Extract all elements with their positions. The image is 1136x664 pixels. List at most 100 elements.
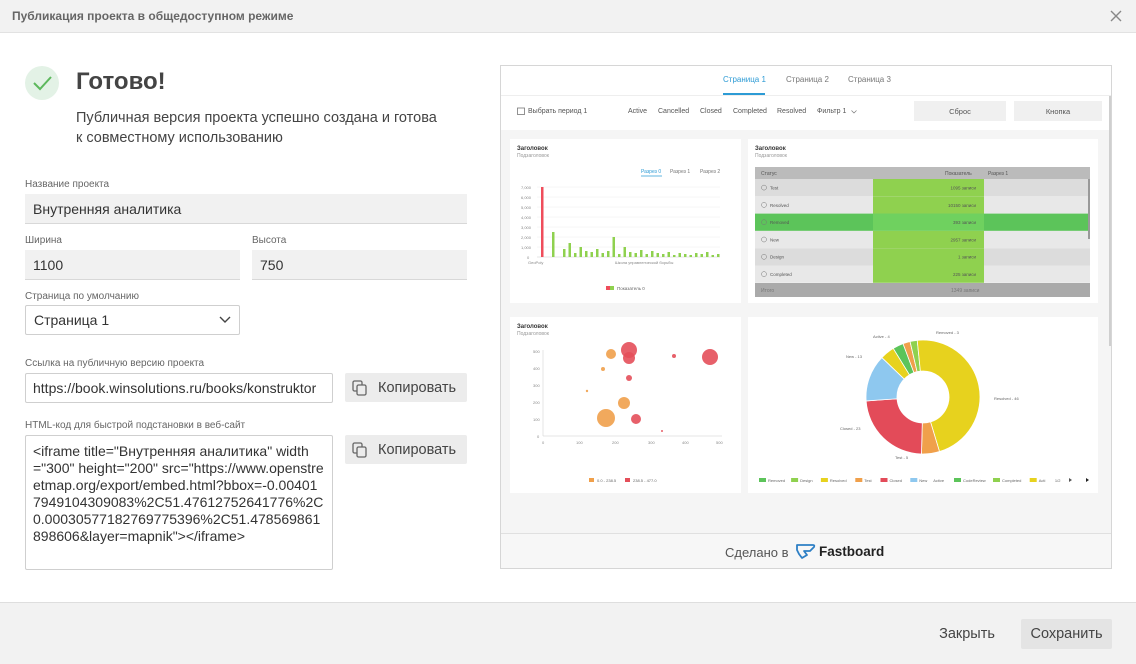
donut-legend-item: Acti bbox=[1039, 478, 1046, 483]
preview-button[interactable]: Кнопка bbox=[1014, 101, 1102, 121]
preview-reset-button[interactable]: Сброс bbox=[914, 101, 1006, 121]
legend-swatch bbox=[625, 478, 630, 482]
bubble-chart-card: Заголовок Подзаголовок 500 400 300 200 1… bbox=[510, 317, 741, 493]
width-label: Ширина bbox=[25, 235, 62, 246]
bar bbox=[689, 255, 692, 257]
table-card: Заголовок Подзаголовок Статус Показатель… bbox=[748, 139, 1098, 303]
bubble bbox=[601, 367, 605, 371]
calendar-icon bbox=[517, 107, 525, 115]
bubble bbox=[626, 375, 632, 381]
default-page-select[interactable]: Страница 1 bbox=[25, 305, 240, 335]
bubble bbox=[618, 397, 630, 409]
preview-tab-1[interactable]: Страница 1 bbox=[723, 75, 766, 84]
y-tick: 500 bbox=[533, 349, 540, 354]
bar bbox=[651, 251, 654, 257]
donut-legend-item: Closed bbox=[890, 478, 902, 483]
y-tick: 2,000 bbox=[521, 235, 532, 240]
save-button[interactable]: Сохранить bbox=[1021, 619, 1112, 649]
bar bbox=[706, 252, 709, 257]
project-name-field[interactable]: Внутренняя аналитика bbox=[25, 194, 467, 224]
filter-cancelled[interactable]: Cancelled bbox=[658, 108, 690, 115]
copy-icon bbox=[352, 441, 367, 458]
table-cell: 2957 записи bbox=[950, 237, 976, 242]
public-link-field[interactable]: https://book.winsolutions.ru/books/konst… bbox=[25, 373, 333, 403]
card-title: Заголовок bbox=[517, 146, 548, 152]
y-tick: 5,000 bbox=[521, 205, 532, 210]
bar bbox=[590, 252, 593, 257]
bar bbox=[563, 249, 566, 257]
card-subtitle: Подзаголовок bbox=[517, 153, 549, 159]
y-tick: 200 bbox=[533, 400, 540, 405]
bubble bbox=[606, 349, 616, 359]
table-total-value: 1349 записи bbox=[951, 288, 980, 294]
legend-swatch bbox=[606, 286, 610, 290]
donut-legend-item: New bbox=[919, 478, 927, 483]
copy-link-button[interactable]: Копировать bbox=[345, 373, 467, 402]
donut-legend-item: Resolved bbox=[830, 478, 847, 483]
html-code-textarea[interactable]: <iframe title="Внутренняя аналитика" wid… bbox=[25, 435, 333, 570]
preview-tab-2[interactable]: Страница 2 bbox=[786, 75, 829, 84]
success-title: Готово! bbox=[76, 68, 166, 95]
width-field[interactable]: 1100 bbox=[25, 250, 240, 280]
legend-swatch bbox=[855, 478, 863, 482]
success-message: Публичная версия проекта успешно создана… bbox=[76, 110, 437, 146]
y-tick: 0 bbox=[527, 255, 530, 260]
table-head: Статус bbox=[761, 171, 777, 177]
close-icon[interactable] bbox=[1106, 6, 1126, 26]
bubble bbox=[597, 409, 615, 427]
table-cell: New bbox=[770, 237, 780, 242]
bubble-legend: 0.0 - 238.5 bbox=[597, 478, 617, 483]
bar bbox=[695, 253, 698, 257]
copy-html-button[interactable]: Копировать bbox=[345, 435, 467, 464]
donut-label: Closed - 23 bbox=[840, 426, 861, 431]
donut-chart: Removed - 3 Active - 4 New - 13 Resolved… bbox=[759, 330, 1089, 483]
donut-legend-item: Test bbox=[864, 478, 872, 483]
table-cell: Removed bbox=[770, 220, 790, 225]
card-title: Заголовок bbox=[517, 324, 548, 330]
bar bbox=[579, 247, 582, 257]
preview-tab-3[interactable]: Страница 3 bbox=[848, 75, 891, 84]
filter-resolved[interactable]: Resolved bbox=[777, 108, 807, 115]
close-button[interactable]: Закрыть bbox=[939, 626, 995, 642]
legend-swatch bbox=[993, 478, 1000, 482]
dialog-footer: Закрыть Сохранить bbox=[0, 602, 1136, 664]
bar bbox=[711, 255, 714, 257]
y-tick: 7,000 bbox=[521, 185, 532, 190]
y-tick: 0 bbox=[537, 434, 540, 439]
y-tick: 1,000 bbox=[521, 245, 532, 250]
default-page-label: Страница по умолчанию bbox=[25, 291, 139, 302]
period-picker[interactable]: Выбрать период 1 bbox=[528, 108, 588, 115]
bar bbox=[612, 237, 615, 257]
table-cell: 1095 записи bbox=[950, 186, 976, 191]
preview-scrollbar[interactable] bbox=[1109, 96, 1111, 346]
filter-active[interactable]: Active bbox=[628, 108, 648, 115]
donut-legend-item: Removed bbox=[768, 478, 785, 483]
filter-dropdown[interactable]: Фильтр 1 bbox=[817, 108, 847, 115]
donut-label: Test - 5 bbox=[895, 455, 909, 460]
chevron-down-icon bbox=[851, 110, 857, 114]
html-code-label: HTML-код для быстрой подстановки в веб-с… bbox=[25, 420, 246, 431]
legend-next-icon bbox=[1086, 478, 1089, 482]
bar bbox=[552, 232, 555, 257]
table-cell: Completed bbox=[770, 272, 792, 277]
y-tick: 6,000 bbox=[521, 195, 532, 200]
donut-legend-item: Active bbox=[933, 478, 945, 483]
bar bbox=[640, 250, 643, 257]
filter-completed[interactable]: Completed bbox=[733, 108, 767, 115]
donut-label: Resolved - 46 bbox=[994, 396, 1019, 401]
donut-label: Active - 4 bbox=[873, 334, 890, 339]
bar bbox=[607, 251, 610, 257]
chevron-down-icon bbox=[219, 316, 231, 323]
y-tick: 100 bbox=[533, 417, 540, 422]
bar-tab-0: Разрез 0 bbox=[641, 169, 661, 175]
donut-label: Removed - 3 bbox=[936, 330, 960, 335]
bar-chart-card: Заголовок Подзаголовок Разрез 0 Разрез 1… bbox=[510, 139, 741, 303]
table-cell: Design bbox=[770, 255, 785, 260]
copy-icon bbox=[352, 379, 367, 396]
height-field[interactable]: 750 bbox=[252, 250, 467, 280]
card-subtitle: Подзаголовок bbox=[755, 153, 787, 159]
filter-closed[interactable]: Closed bbox=[700, 108, 722, 115]
legend-swatch bbox=[820, 478, 828, 482]
legend-swatch bbox=[759, 478, 766, 482]
public-link-label: Ссылка на публичную версию проекта bbox=[25, 358, 205, 369]
